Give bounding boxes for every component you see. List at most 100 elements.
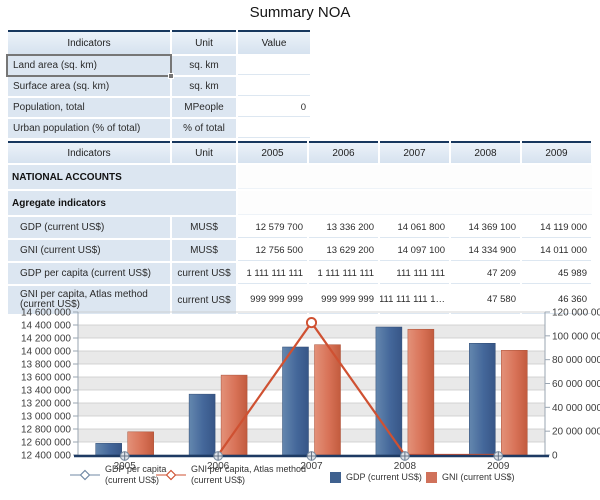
cell-gni-pc-2007[interactable]: 111 111 111 1… [380,286,449,314]
page-title: Summary NOA [249,4,351,21]
cell-land-area-label[interactable]: Land area (sq. km) [6,54,174,79]
table-row: Land area (sq. km) sq. km [6,54,310,79]
cell-gni-pc-2008[interactable]: 47 580 [451,286,520,314]
cell-surface-area-value[interactable] [238,77,310,96]
header-unit[interactable]: Unit [172,30,236,54]
summary-table-header-row: Indicators Unit Value [8,30,310,54]
header-indicators[interactable]: Indicators [8,141,170,163]
cell-gdp-pc-unit[interactable]: current US$ [172,263,236,284]
cell-gni-pc-2006[interactable]: 999 999 999 [309,286,378,314]
legend-label: GNI (current US$) [442,472,515,482]
section-empty-cells[interactable] [238,165,592,189]
cell-gdp-2008[interactable]: 14 369 100 [451,217,520,238]
indicators-year-table: Indicators Unit 2005 2006 2007 2008 2009… [8,141,592,314]
svg-text:13 800 000: 13 800 000 [21,360,71,371]
cell-gni-label[interactable]: GNI (current US$) [8,240,170,261]
svg-text:2007: 2007 [300,461,323,472]
table-row-gni-per-capita: GNI per capita, Atlas method (current US… [8,286,592,314]
noa-combo-chart: 14 600 000 14 400 000 14 200 000 14 000 000… [21,308,600,473]
header-indicators[interactable]: Indicators [8,30,170,54]
cell-gni-2009[interactable]: 14 011 000 [522,240,591,261]
cell-population-value[interactable]: 0 [238,98,310,117]
table-row-gni: GNI (current US$) MUS$ 12 756 500 13 629… [8,240,592,261]
cell-surface-area-label[interactable]: Surface area (sq. km) [8,77,170,96]
cell-gni-pc-label[interactable]: GNI per capita, Atlas method (current US… [8,286,170,314]
cell-population-label[interactable]: Population, total [8,98,170,117]
table-row: Surface area (sq. km) sq. km [8,77,310,96]
square-marker-icon [426,472,437,483]
line-diamond-marker-icon [70,469,100,481]
section-row-national-accounts: NATIONAL ACCOUNTS [8,165,592,189]
section-empty-cells[interactable] [238,191,592,215]
cell-urban-population-value[interactable] [238,119,310,138]
cell-gni-2008[interactable]: 14 334 900 [451,240,520,261]
svg-text:13 200 000: 13 200 000 [21,399,71,410]
header-2008[interactable]: 2008 [451,141,520,163]
table-row: Urban population (% of total) % of total [8,119,310,138]
header-value[interactable]: Value [238,30,310,54]
cell-gni-pc-unit[interactable]: current US$ [172,286,236,314]
section-row-agregate-indicators: Agregate indicators [8,191,592,215]
svg-text:12 800 000: 12 800 000 [21,425,71,436]
header-unit[interactable]: Unit [172,141,236,163]
cell-surface-area-unit[interactable]: sq. km [172,77,236,96]
legend-item-gni[interactable]: GNI (current US$) [426,472,515,483]
cell-gdp-2005[interactable]: 12 579 700 [238,217,307,238]
cell-gdp-2009[interactable]: 14 119 000 [522,217,591,238]
table-row-gdp: GDP (current US$) MUS$ 12 579 700 13 336… [8,217,592,238]
svg-text:80 000 000: 80 000 000 [552,355,600,366]
cell-gni-pc-2009[interactable]: 46 360 [522,286,591,314]
svg-text:20 000 000: 20 000 000 [552,427,600,438]
cell-gdp-unit[interactable]: MUS$ [172,217,236,238]
line-diamond-marker-icon [156,469,186,481]
svg-text:120 000 000: 120 000 000 [552,308,600,319]
svg-text:13 400 000: 13 400 000 [21,386,71,397]
cell-gni-2006[interactable]: 13 629 200 [309,240,378,261]
cell-gdp-pc-label[interactable]: GDP per capita (current US$) [8,263,170,284]
header-2006[interactable]: 2006 [309,141,378,163]
header-2005[interactable]: 2005 [238,141,307,163]
header-2009[interactable]: 2009 [522,141,591,163]
cell-land-area-value[interactable] [238,56,310,75]
svg-text:12 600 000: 12 600 000 [21,438,71,449]
svg-text:2009: 2009 [487,461,510,472]
header-2007[interactable]: 2007 [380,141,449,163]
svg-text:40 000 000: 40 000 000 [552,403,600,414]
svg-text:0: 0 [552,451,558,462]
cell-gni-unit[interactable]: MUS$ [172,240,236,261]
table-row-gdp-per-capita: GDP per capita (current US$) current US$… [8,263,592,284]
year-table-header-row: Indicators Unit 2005 2006 2007 2008 2009 [8,141,592,163]
cell-urban-population-label[interactable]: Urban population (% of total) [8,119,170,138]
legend-item-gdp[interactable]: GDP (current US$) [330,472,422,483]
cell-gdp-pc-2008[interactable]: 47 209 [451,263,520,284]
svg-text:14 600 000: 14 600 000 [21,308,71,319]
square-marker-icon [330,472,341,483]
cell-gni-pc-2005[interactable]: 999 999 999 [238,286,307,314]
cell-population-unit[interactable]: MPeople [172,98,236,117]
svg-text:14 000 000: 14 000 000 [21,347,71,358]
section-label[interactable]: NATIONAL ACCOUNTS [8,165,236,189]
svg-text:100 000 000: 100 000 000 [552,331,600,342]
table-row: Population, total MPeople 0 [8,98,310,117]
svg-text:13 600 000: 13 600 000 [21,373,71,384]
cell-gdp-pc-2009[interactable]: 45 989 [522,263,591,284]
section-label[interactable]: Agregate indicators [8,191,236,215]
cell-urban-population-unit[interactable]: % of total [172,119,236,138]
cell-gdp-pc-2005[interactable]: 1 111 111 111 [238,263,307,284]
legend-label: GDP per capita (current US$) [105,464,167,485]
cell-gdp-pc-2006[interactable]: 1 111 111 111 [309,263,378,284]
legend-item-gdp-per-capita[interactable]: GDP per capita (current US$) [70,464,166,486]
svg-text:2005: 2005 [114,461,137,472]
svg-text:60 000 000: 60 000 000 [552,379,600,390]
cell-gdp-2007[interactable]: 14 061 800 [380,217,449,238]
svg-text:12 400 000: 12 400 000 [21,451,71,462]
svg-text:2006: 2006 [207,461,230,472]
cell-gni-2007[interactable]: 14 097 100 [380,240,449,261]
svg-text:13 000 000: 13 000 000 [21,412,71,423]
cell-gdp-label[interactable]: GDP (current US$) [8,217,170,238]
cell-land-area-unit[interactable]: sq. km [172,56,236,75]
legend-item-gni-per-capita[interactable]: GNI per capita, Atlas method (current US… [156,464,306,486]
cell-gdp-2006[interactable]: 13 336 200 [309,217,378,238]
cell-gni-2005[interactable]: 12 756 500 [238,240,307,261]
cell-gdp-pc-2007[interactable]: 111 111 111 [380,263,449,284]
